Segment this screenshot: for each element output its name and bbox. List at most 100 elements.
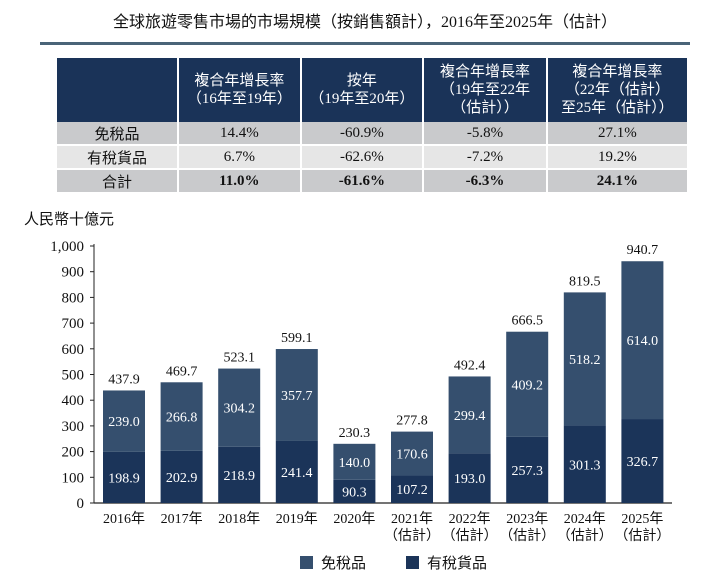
bar-segment <box>621 261 664 420</box>
bar-value-label: 266.8 <box>166 411 198 426</box>
row-label: 免稅品 <box>57 122 180 146</box>
x-tick-label: 2016年 <box>103 511 145 527</box>
bar-total-label: 940.7 <box>627 243 659 258</box>
x-tick-label: 2022年 <box>449 511 491 527</box>
x-tick-label: （估計） <box>442 528 498 544</box>
table-cell: 6.7% <box>178 145 302 170</box>
column-header: 複合年增長率 （16年至19年） <box>178 58 302 122</box>
x-tick-label: 2021年 <box>391 511 433 527</box>
bar-value-label: 90.3 <box>342 485 367 500</box>
legend-item-duty-free: 免稅品 <box>300 552 366 573</box>
bar-segment <box>506 436 549 503</box>
bar-segment <box>563 425 606 503</box>
bar-value-label: 241.4 <box>281 466 313 481</box>
bar-segment <box>160 382 203 451</box>
bar-total-label: 523.1 <box>223 351 255 366</box>
bar-total-label: 437.9 <box>108 372 140 387</box>
table-cell: -61.6% <box>300 169 425 194</box>
x-tick-label: 2023年 <box>506 511 548 527</box>
bar-value-label: 357.7 <box>281 389 313 404</box>
bar-value-label: 218.9 <box>223 469 255 484</box>
bar-value-label: 299.4 <box>454 409 486 424</box>
table-row: 合計 11.0% -61.6% -6.3% 24.1% <box>57 169 690 194</box>
table-cell: -62.6% <box>300 145 425 170</box>
x-tick-label: 2017年 <box>161 511 203 527</box>
y-tick-label: 1,000 <box>50 239 84 255</box>
y-tick-label: 0 <box>77 496 85 512</box>
x-tick-label: 2024年 <box>564 511 606 527</box>
x-tick-label: （估計） <box>557 528 613 544</box>
title-divider <box>40 42 690 45</box>
bar-total-label: 469.7 <box>166 364 198 379</box>
y-tick-label: 700 <box>62 316 85 332</box>
x-tick-label: （估計） <box>614 528 670 544</box>
y-tick-label: 500 <box>62 368 85 384</box>
bar-segment <box>448 453 491 503</box>
column-header <box>57 58 180 122</box>
y-tick-label: 200 <box>62 445 85 461</box>
table-row: 免稅品 14.4% -60.9% -5.8% 27.1% <box>57 122 690 146</box>
bar-segment <box>621 419 664 503</box>
table-cell: -6.3% <box>423 169 548 194</box>
table-row: 有稅貨品 6.7% -62.6% -7.2% 19.2% <box>57 145 690 170</box>
y-tick-label: 900 <box>62 265 85 281</box>
bar-total-label: 277.8 <box>396 414 428 429</box>
table-cell: 14.4% <box>178 122 302 146</box>
x-tick-label: 2018年 <box>218 511 260 527</box>
table-cell: -7.2% <box>423 145 548 170</box>
bar-value-label: 257.3 <box>511 464 543 479</box>
bar-segment <box>563 292 606 426</box>
bar-segment <box>275 440 318 503</box>
bar-value-label: 193.0 <box>454 472 486 487</box>
table-cell: -60.9% <box>300 122 425 146</box>
x-tick-label: 2025年 <box>621 511 663 527</box>
y-tick-label: 300 <box>62 419 85 435</box>
bar-total-label: 666.5 <box>511 314 543 329</box>
bar-value-label: 170.6 <box>396 448 428 463</box>
bar-segment <box>333 479 376 503</box>
bar-value-label: 614.0 <box>627 334 659 349</box>
y-tick-label: 800 <box>62 290 85 306</box>
bar-segment <box>103 451 145 503</box>
legend-swatch <box>406 556 419 569</box>
bar-value-label: 239.0 <box>108 415 140 430</box>
column-header: 複合年增長率 （19年至22年 （估計）） <box>423 58 548 122</box>
bar-value-label: 140.0 <box>339 456 371 471</box>
column-header: 複合年增長率 （22年（估計） 至25年（估計）） <box>546 58 690 122</box>
bar-total-label: 230.3 <box>339 426 371 441</box>
chart-title: 全球旅遊零售市場的市場規模（按銷售額計），2016年至2025年（估計） <box>112 14 617 31</box>
x-tick-label: 2019年 <box>276 511 318 527</box>
bar-segment <box>103 390 145 452</box>
x-tick-label: 2020年 <box>333 511 375 527</box>
bar-value-label: 198.9 <box>108 471 140 486</box>
y-tick-label: 600 <box>62 342 85 358</box>
bar-value-label: 304.2 <box>223 402 255 417</box>
bar-total-label: 819.5 <box>569 274 601 289</box>
bar-segment <box>218 446 261 503</box>
bar-total-label: 492.4 <box>454 358 486 373</box>
bar-segment <box>448 376 491 454</box>
bar-segment <box>160 450 203 503</box>
bar-segment <box>275 349 318 441</box>
bar-value-label: 326.7 <box>627 455 659 470</box>
legend-swatch <box>300 556 313 569</box>
bar-value-label: 301.3 <box>569 458 601 473</box>
table-cell: 11.0% <box>178 169 302 194</box>
bar-segment <box>506 331 549 437</box>
table-cell: -5.8% <box>423 122 548 146</box>
y-axis-unit: 人民幣十億元 <box>24 212 115 228</box>
legend-item-duty-paid: 有稅貨品 <box>406 552 487 573</box>
row-label: 合計 <box>57 169 180 194</box>
growth-table: 複合年增長率 （16年至19年） 按年 （19年至20年） 複合年增長率 （19年至… <box>57 58 690 194</box>
x-tick-label: （估計） <box>384 528 440 544</box>
bar-value-label: 202.9 <box>166 471 198 486</box>
bar-value-label: 518.2 <box>569 353 601 368</box>
table-cell: 24.1% <box>546 169 690 194</box>
row-label: 有稅貨品 <box>57 145 180 170</box>
y-tick-label: 100 <box>62 470 85 486</box>
y-tick-label: 400 <box>62 393 85 409</box>
bar-segment <box>391 431 433 476</box>
bar-value-label: 107.2 <box>396 483 428 498</box>
legend-label: 免稅品 <box>321 556 367 572</box>
legend-label: 有稅貨品 <box>427 556 488 572</box>
